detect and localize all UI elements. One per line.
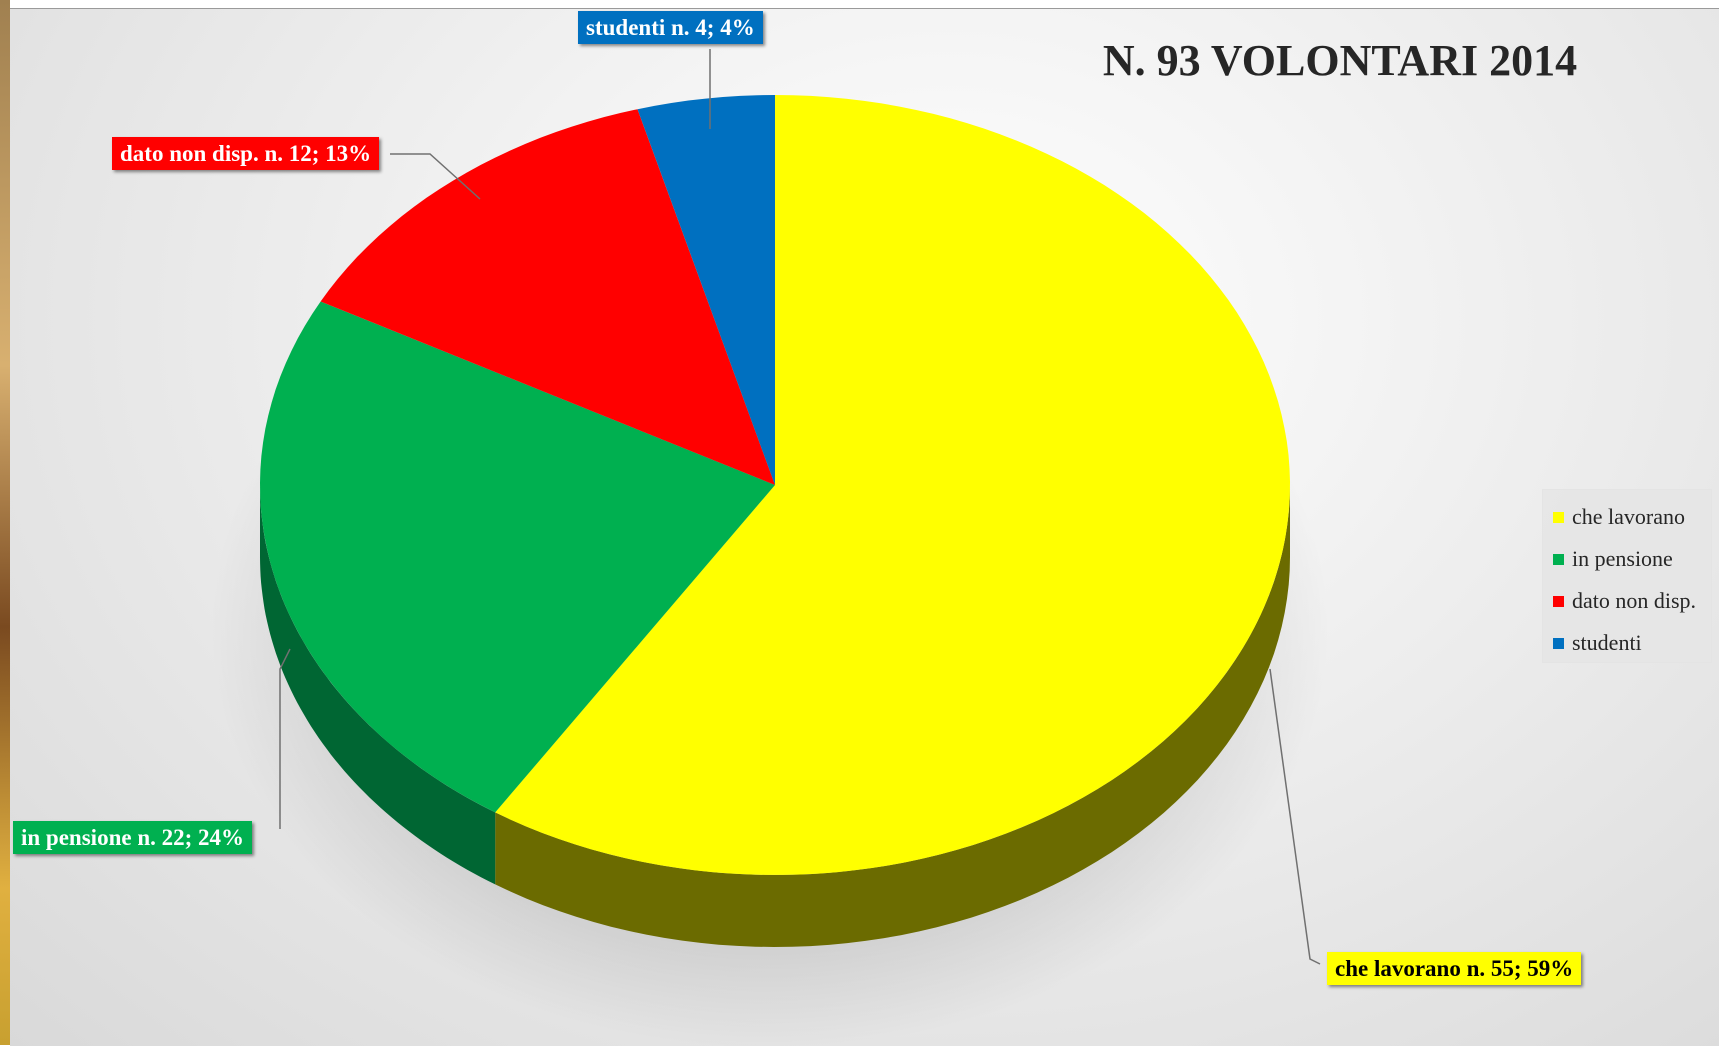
- chart-legend: che lavorano in pensione dato non disp. …: [1542, 489, 1712, 663]
- data-label-dato-non-disp: dato non disp. n. 12; 13%: [112, 137, 380, 170]
- pie-chart-svg: [210, 49, 1330, 1046]
- data-label-studenti: studenti n. 4; 4%: [578, 11, 763, 44]
- pie-side-pensione: [260, 485, 496, 885]
- legend-swatch-dato-non-disp: [1553, 595, 1564, 607]
- legend-label-che-lavorano: che lavorano: [1572, 504, 1685, 529]
- legend-label-dato-non-disp: dato non disp.: [1572, 588, 1697, 613]
- legend-label-studenti: studenti: [1572, 630, 1642, 655]
- pie-slice-studenti: [637, 95, 775, 485]
- pie-side-lavorano: [495, 485, 1290, 947]
- chart-panel: N. 93 VOLONTARI 2014 studenti n. 4; 4% d…: [10, 8, 1719, 1046]
- data-label-che-lavorano: che lavorano n. 55; 59%: [1327, 952, 1582, 985]
- leader-line-nondisp: [390, 153, 481, 200]
- slide-edge-strip: [0, 0, 10, 1045]
- legend-item-che-lavorano: che lavorano: [1553, 502, 1685, 532]
- leader-line-lavorano: [1269, 668, 1321, 965]
- legend-label-in-pensione: in pensione: [1572, 546, 1673, 571]
- chart-title: N. 93 VOLONTARI 2014: [1102, 36, 1578, 85]
- legend-item-in-pensione: in pensione: [1553, 544, 1673, 574]
- legend-swatch-in-pensione: [1553, 553, 1564, 565]
- pie-slice-nondisp: [320, 109, 775, 485]
- legend-swatch-che-lavorano: [1553, 511, 1564, 523]
- legend-item-studenti: studenti: [1553, 628, 1642, 658]
- pie-slice-pensione: [260, 301, 775, 813]
- legend-item-dato-non-disp: dato non disp.: [1553, 586, 1696, 616]
- legend-swatch-studenti: [1553, 637, 1564, 649]
- leader-line-pensione: [279, 648, 291, 829]
- pie-slice-lavorano: [495, 95, 1290, 875]
- data-label-in-pensione: in pensione n. 22; 24%: [13, 821, 253, 854]
